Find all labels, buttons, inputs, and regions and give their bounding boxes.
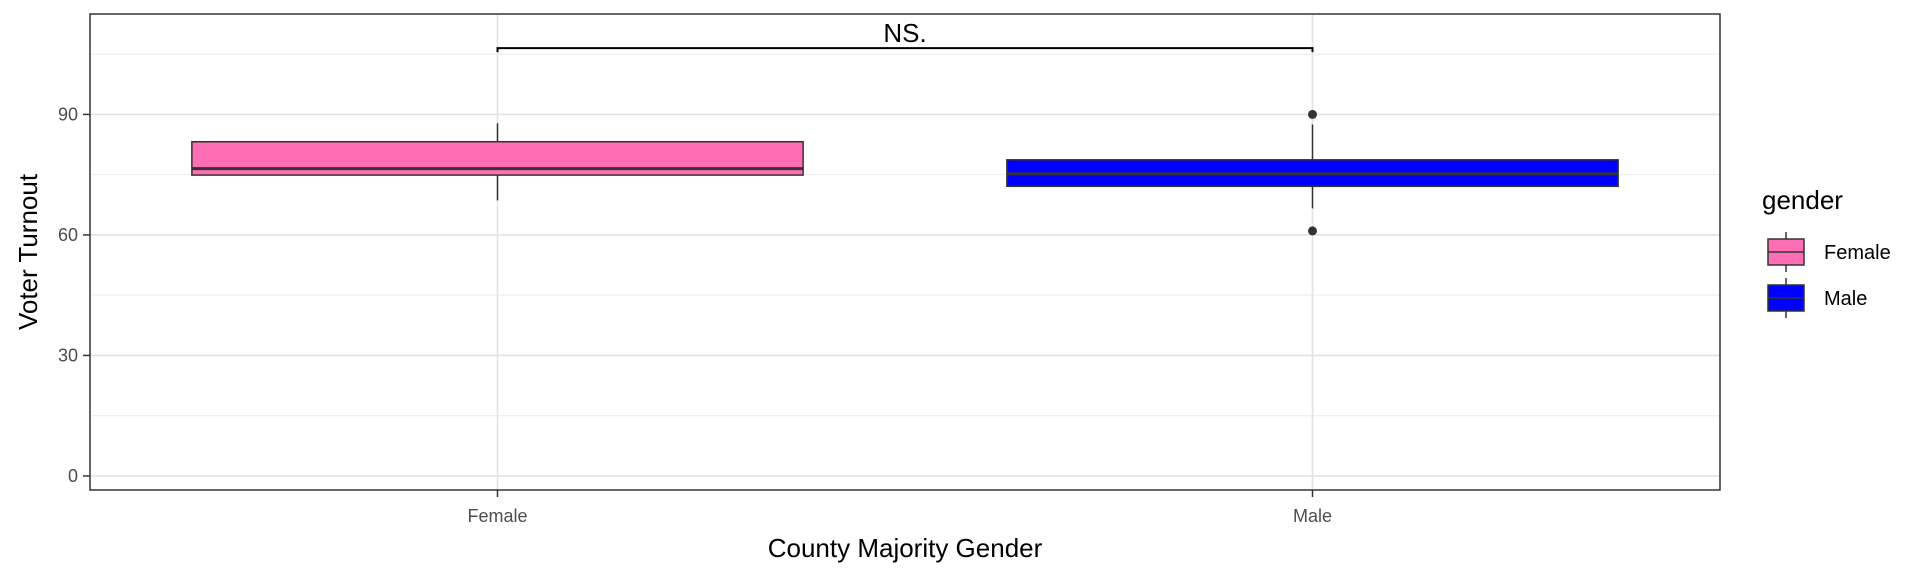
- y-tick-label: 90: [58, 104, 78, 124]
- y-axis-title: Voter Turnout: [13, 173, 43, 330]
- legend-entries: Female Male: [1767, 232, 1891, 318]
- legend-entry-male: Male: [1767, 278, 1867, 318]
- x-tick-label: Male: [1293, 506, 1332, 526]
- box-male: [1006, 109, 1619, 236]
- x-axis-title: County Majority Gender: [768, 533, 1043, 563]
- significance-bracket: [496, 47, 1314, 53]
- plot-border: [89, 13, 1721, 491]
- box-female: [191, 123, 804, 201]
- significance-label: NS.: [883, 18, 926, 48]
- legend-entry-female: Female: [1767, 232, 1891, 272]
- y-tick-label: 30: [58, 345, 78, 365]
- legend: gender Female Male: [1762, 185, 1891, 318]
- plot-panel: [90, 14, 1720, 490]
- x-axis: Female Male: [467, 490, 1332, 526]
- outlier-point: [1308, 226, 1317, 236]
- significance-annotation: NS.: [496, 18, 1314, 53]
- y-tick-label: 60: [58, 225, 78, 245]
- legend-label: Male: [1824, 288, 1867, 310]
- legend-title: gender: [1762, 185, 1843, 215]
- y-tick-label: 0: [68, 466, 78, 486]
- legend-label: Female: [1824, 242, 1891, 264]
- boxes: [191, 109, 1619, 236]
- x-tick-label: Female: [467, 506, 527, 526]
- y-axis: 0 30 60 90: [58, 104, 90, 486]
- outlier-point: [1308, 109, 1317, 119]
